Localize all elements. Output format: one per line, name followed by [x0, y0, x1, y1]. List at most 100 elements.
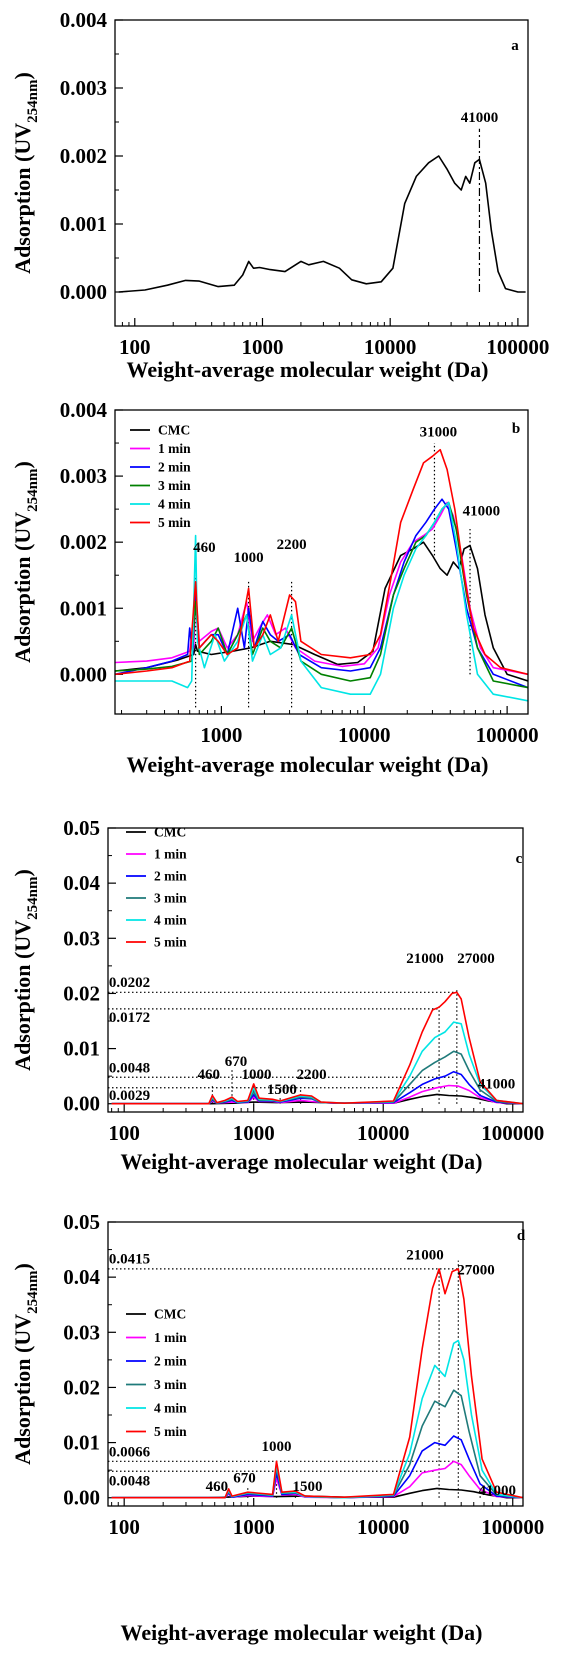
annotation-label: 0.0415 — [109, 1251, 150, 1267]
y-tick-label: 0.03 — [63, 1320, 100, 1344]
annotation-label: 41000 — [463, 504, 501, 520]
y-tick-label: 0.04 — [63, 871, 100, 895]
plot-frame — [107, 827, 524, 1113]
y-tick-label: 0.001 — [60, 596, 107, 620]
x-tick-label: 100 — [119, 335, 151, 359]
y-tick-label: 0.02 — [63, 1375, 100, 1399]
annotation-label: 0.0202 — [109, 975, 150, 991]
legend-label: 5 min — [154, 1424, 187, 1439]
series-group — [111, 991, 523, 1105]
legend-label: CMC — [158, 423, 190, 438]
y-tick-label: 0.003 — [60, 76, 107, 100]
y-tick-label: 0.003 — [60, 464, 107, 488]
x-tick-label: 1000 — [233, 1121, 275, 1145]
chart-panel-d: 100 1000 10000 100000 0.00 0.01 0.02 0.03 0.04 0.… — [10, 1210, 544, 1645]
y-tick-label: 0.001 — [60, 212, 107, 236]
annotation-label: 670 — [233, 1470, 256, 1486]
annotation-label: 2200 — [277, 537, 307, 553]
legend-label: CMC — [154, 825, 186, 840]
legend-label: 4 min — [154, 913, 187, 928]
plot-frame — [114, 19, 529, 327]
legend-label: 2 min — [154, 869, 187, 884]
legend: CMC 1 min 2 min 3 min 4 min 5 min — [126, 1307, 187, 1439]
y-tick-label: 0.01 — [63, 1037, 100, 1061]
y-axis-title: Adsorption (UV254nm) — [10, 72, 41, 274]
y-axis-title: Adsorption (UV254nm) — [10, 461, 41, 663]
annotation-label: 460 — [193, 540, 216, 556]
x-tick-label: 100000 — [481, 1515, 544, 1539]
legend-label: 5 min — [158, 515, 191, 530]
panel-letter: b — [512, 421, 520, 437]
series-line-5-min — [111, 991, 523, 1105]
legend-label: 4 min — [154, 1401, 187, 1416]
x-tick-label: 10000 — [338, 723, 391, 747]
y-tick-label: 0.004 — [60, 8, 108, 32]
annotation-label: 41000 — [479, 1483, 517, 1499]
series-line-cmc — [111, 1093, 523, 1105]
y-axis-title: Adsorption (UV254nm) — [10, 869, 41, 1071]
y-tick-label: 0.01 — [63, 1431, 100, 1455]
annotation-label: 27000 — [457, 951, 495, 967]
y-tick-label: 0.05 — [63, 1210, 100, 1234]
annotation-label: 1500 — [267, 1082, 297, 1098]
annotation-label: 41000 — [478, 1076, 516, 1092]
x-tick-label: 100000 — [486, 335, 549, 359]
annotation-label: 1500 — [292, 1479, 322, 1495]
y-tick-label: 0.02 — [63, 981, 100, 1005]
legend-label: 4 min — [158, 497, 191, 512]
annotation-label: 0.0066 — [109, 1444, 151, 1460]
x-tick-label: 10000 — [364, 335, 417, 359]
y-tick-label: 0.05 — [63, 816, 100, 840]
chart-panel-c: 100 1000 10000 100000 0.00 0.01 0.02 0.03 0.04 0.… — [10, 816, 544, 1174]
series-group — [118, 155, 526, 293]
x-axis-title: Weight-average molecular weight (Da) — [121, 1149, 483, 1174]
legend-label: 1 min — [158, 441, 191, 456]
legend-label: 3 min — [154, 891, 187, 906]
legend-label: 3 min — [158, 478, 191, 493]
x-tick-label: 100 — [108, 1121, 140, 1145]
series-line-4-min — [111, 1021, 523, 1105]
annotation-label: 0.0172 — [109, 1010, 150, 1026]
annotation-label: 0.0029 — [109, 1088, 150, 1104]
series-line-5-min — [111, 1268, 523, 1499]
x-axis-title: Weight-average molecular weight (Da) — [127, 752, 489, 777]
annotation-label: 41000 — [461, 110, 499, 126]
panel-letter: c — [516, 851, 523, 867]
annotation-label: 0.0048 — [109, 1060, 150, 1076]
y-tick-label: 0.002 — [60, 144, 107, 168]
annotation-label: 21000 — [406, 951, 444, 967]
legend-label: CMC — [154, 1307, 186, 1322]
legend-label: 5 min — [154, 935, 187, 950]
plot-frame — [107, 1221, 524, 1507]
y-tick-label: 0.04 — [63, 1265, 100, 1289]
chart-panel-a: 100 1000 10000 100000 0.000 0.001 0.002 0.003 0.… — [10, 8, 549, 382]
annotation-label: 27000 — [457, 1262, 495, 1278]
x-tick-label: 1000 — [241, 335, 283, 359]
x-axis-title: Weight-average molecular weight (Da) — [121, 1620, 483, 1645]
x-tick-label: 1000 — [200, 723, 242, 747]
legend: CMC 1 min 2 min 3 min 4 min 5 min — [130, 423, 191, 530]
legend-label: 2 min — [154, 1354, 187, 1369]
annotation-label: 460 — [206, 1479, 229, 1495]
y-tick-label: 0.002 — [60, 530, 107, 554]
annotation-label: 21000 — [406, 1247, 444, 1263]
annotation-label: 670 — [225, 1054, 248, 1070]
annotation-label: 0.0048 — [109, 1474, 150, 1490]
legend-label: 2 min — [158, 460, 191, 475]
legend-label: 1 min — [154, 847, 187, 862]
y-axis-title: Adsorption (UV254nm) — [10, 1263, 41, 1465]
x-tick-label: 100000 — [476, 723, 539, 747]
y-tick-label: 0.00 — [63, 1092, 100, 1116]
plot-frame — [114, 409, 529, 715]
y-tick-label: 0.004 — [60, 398, 108, 422]
x-tick-label: 1000 — [233, 1515, 275, 1539]
annotation-label: 2200 — [297, 1067, 327, 1083]
series-group — [111, 1268, 523, 1499]
panel-letter: d — [517, 1228, 526, 1244]
panel-letter: a — [511, 38, 519, 54]
series-line-cmc — [115, 541, 528, 682]
x-tick-label: 100000 — [481, 1121, 544, 1145]
x-tick-label: 10000 — [357, 1515, 410, 1539]
annotation-label: 1000 — [241, 1067, 271, 1083]
